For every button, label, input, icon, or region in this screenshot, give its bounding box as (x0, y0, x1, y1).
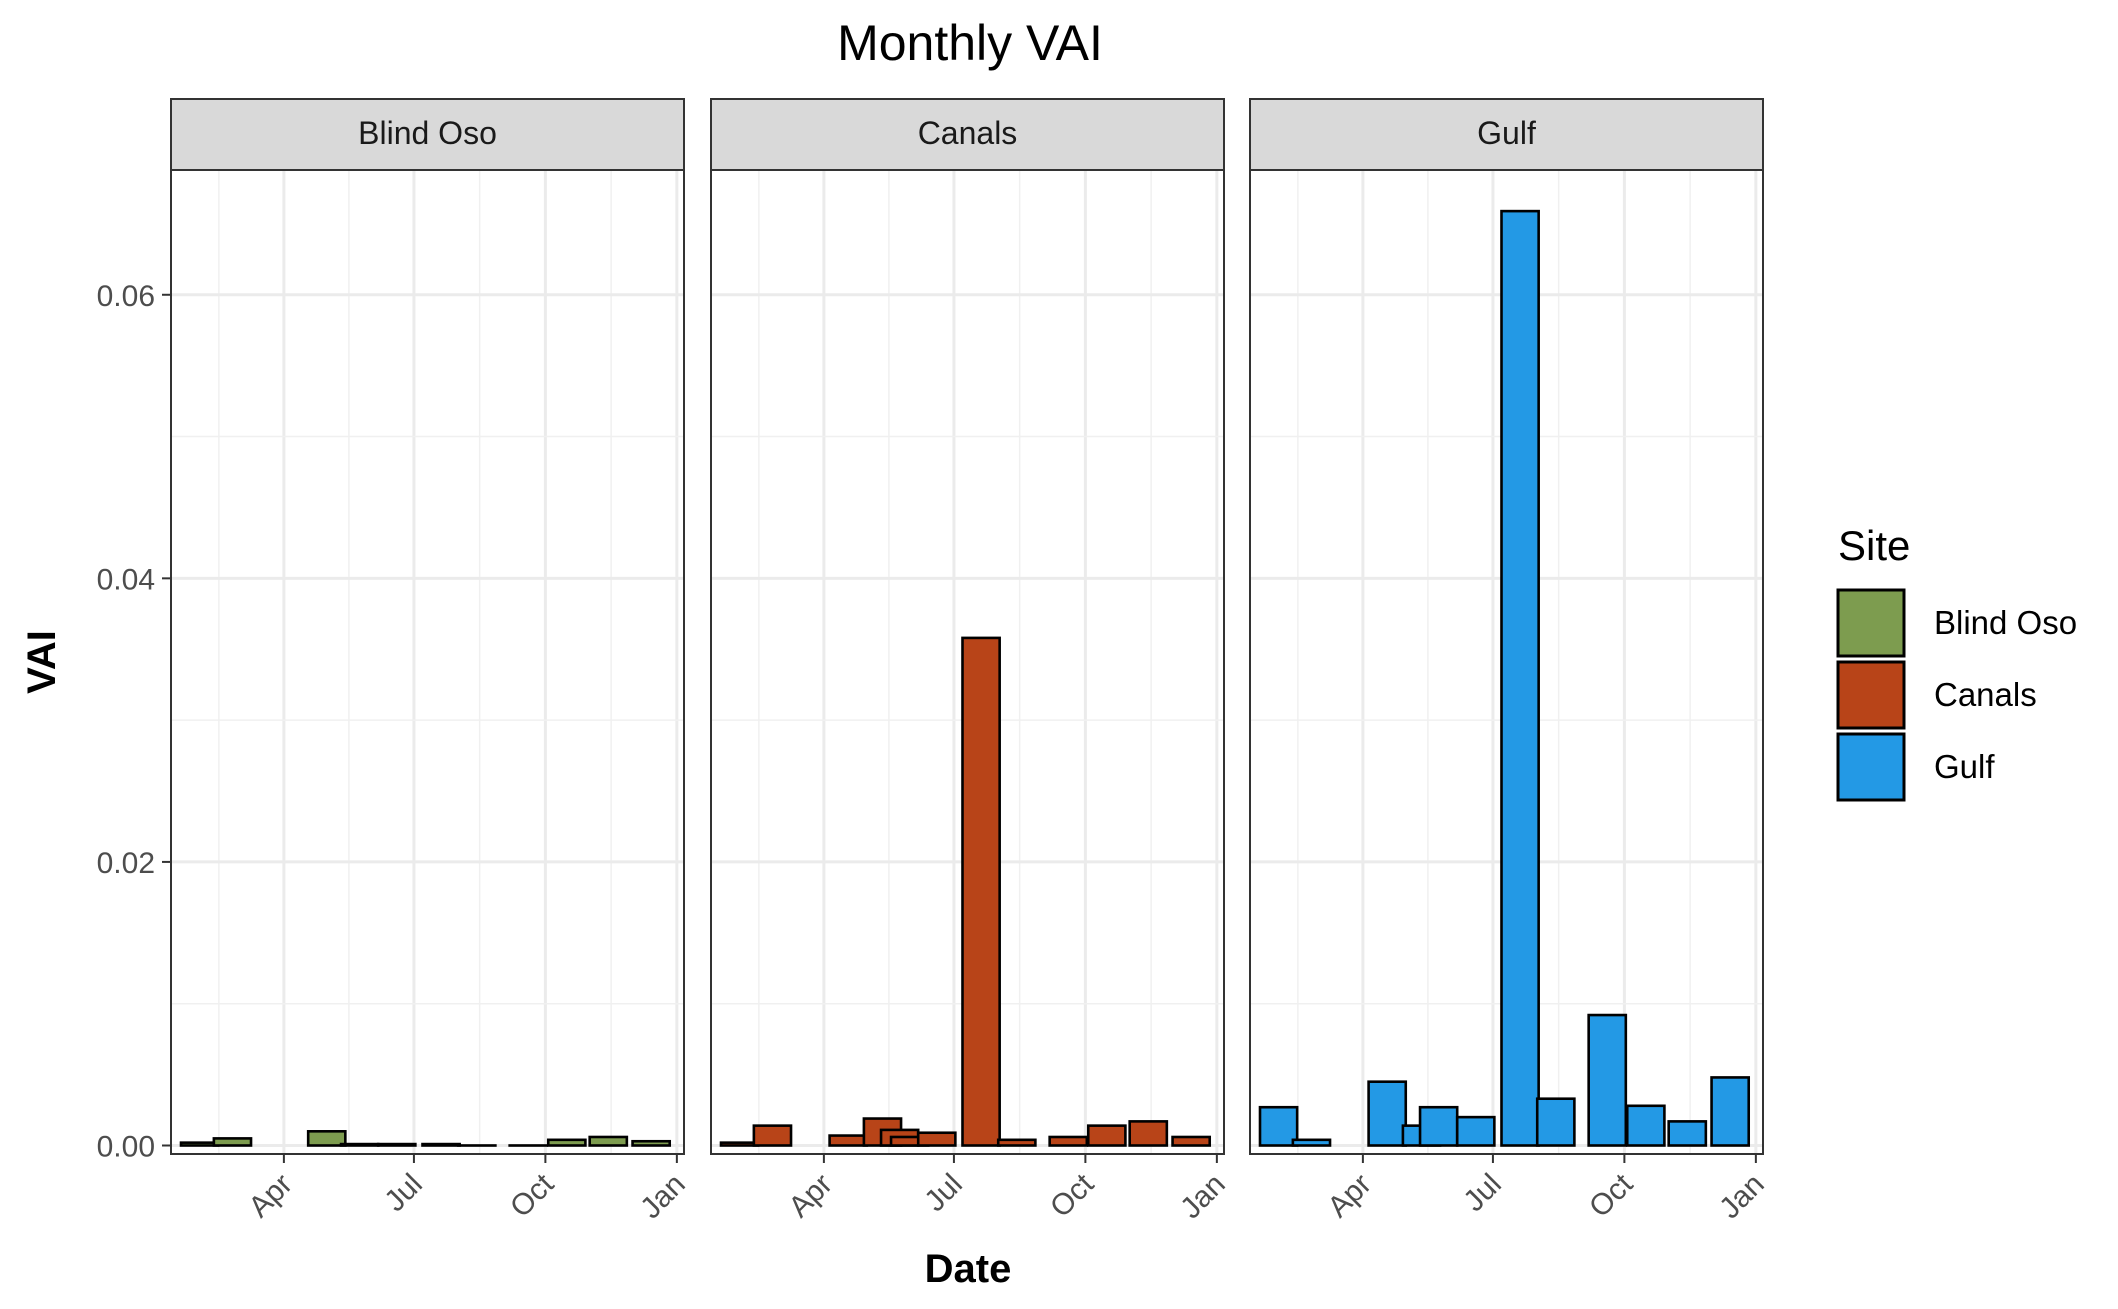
bar (1710, 1076, 1751, 1147)
bar (1535, 1097, 1576, 1147)
bar (1500, 209, 1540, 1147)
x-tick-label: Apr (242, 1168, 298, 1224)
legend: Site Blind Oso Canals Gulf (1836, 522, 2077, 802)
bar (421, 1142, 461, 1147)
bar (1291, 1138, 1332, 1147)
x-tick-label: Oct (504, 1167, 561, 1224)
legend-label: Gulf (1934, 748, 1995, 785)
bar (588, 1135, 629, 1147)
bar (546, 1138, 587, 1147)
bar (1587, 1013, 1628, 1147)
bar (1667, 1120, 1708, 1147)
y-tick-label: 0.00 (97, 1130, 155, 1163)
bar (1048, 1135, 1089, 1147)
facet-strip-label: Blind Oso (358, 115, 497, 151)
x-axis-title: Date (925, 1247, 1012, 1291)
bar (306, 1130, 347, 1147)
plot-background (171, 170, 684, 1154)
x-tick-label: Apr (1321, 1168, 1377, 1224)
facet-panel: Blind Oso Apr Jul Oct Jan (170, 98, 692, 1226)
bar (1455, 1115, 1496, 1147)
legend-key (1836, 588, 1906, 658)
bar (339, 1142, 380, 1147)
panel-border (170, 169, 685, 1155)
facet-strip-label: Gulf (1477, 115, 1536, 151)
x-tick-label: Oct (1583, 1167, 1640, 1224)
x-tick-label: Jul (918, 1168, 968, 1218)
bar (1418, 1105, 1459, 1147)
legend-title: Site (1838, 522, 1910, 569)
facet-panel: Canals Apr Jul Oct Jan (710, 98, 1232, 1226)
bar (996, 1138, 1037, 1147)
y-axis: 0.00 0.02 0.04 0.06 (97, 280, 171, 1163)
facet-strip-label: Canals (918, 115, 1018, 151)
x-tick-label: Jan (1174, 1168, 1232, 1226)
x-tick-label: Jan (634, 1168, 692, 1226)
bar (631, 1139, 672, 1147)
bar (376, 1142, 417, 1147)
panel-border (710, 169, 1225, 1155)
legend-label: Canals (1934, 676, 2037, 713)
bar (961, 636, 1001, 1147)
bar (1367, 1080, 1408, 1147)
bar (212, 1137, 253, 1147)
panel-border (1249, 169, 1764, 1155)
legend-key (1836, 660, 1906, 730)
bar (1625, 1104, 1666, 1147)
legend-key (1836, 732, 1906, 802)
legend-label: Blind Oso (1934, 604, 2077, 641)
y-axis-title: VAI (20, 630, 64, 694)
y-tick-label: 0.02 (97, 847, 155, 880)
x-tick-label: Jul (1457, 1168, 1507, 1218)
facet-panel: Gulf Apr Jul Oct Jan (1249, 98, 1771, 1226)
bar (1128, 1120, 1169, 1147)
facet-strip (1249, 98, 1764, 171)
y-tick-label: 0.04 (97, 563, 155, 596)
bar (828, 1134, 869, 1147)
bar (916, 1131, 957, 1147)
x-tick-label: Jul (378, 1168, 428, 1218)
x-tick-label: Jan (1713, 1168, 1771, 1226)
bar (1258, 1105, 1299, 1147)
bar (752, 1124, 793, 1147)
bar (1086, 1124, 1127, 1147)
bar (1171, 1135, 1212, 1147)
x-tick-label: Oct (1044, 1167, 1101, 1224)
y-tick-label: 0.06 (97, 280, 155, 313)
facet-strip (170, 98, 685, 171)
x-tick-label: Apr (782, 1168, 838, 1224)
chart-title: Monthly VAI (837, 15, 1103, 71)
